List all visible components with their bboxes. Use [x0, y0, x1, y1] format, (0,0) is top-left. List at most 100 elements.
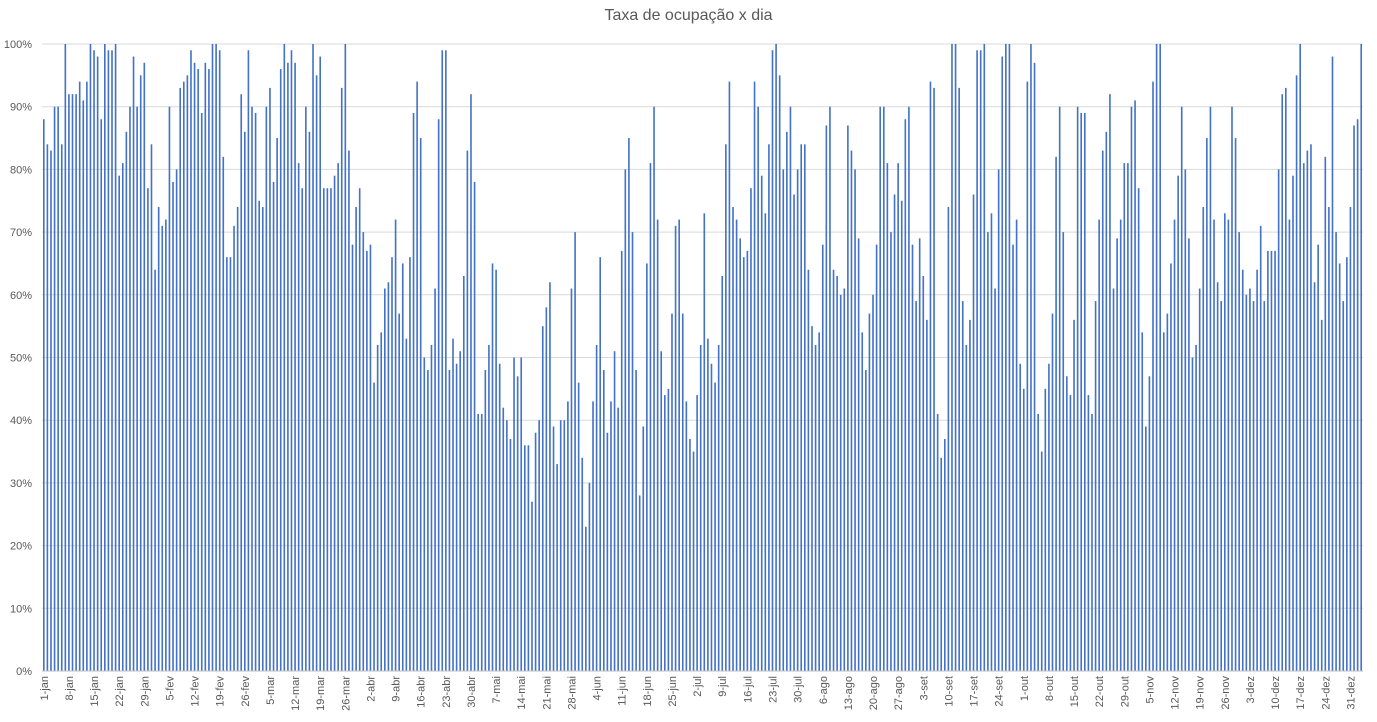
x-tick-label: 1-out: [1019, 676, 1031, 701]
bar: [1177, 175, 1179, 672]
bar: [954, 44, 957, 671]
x-tick-label: 20-ago: [868, 676, 880, 710]
bar: [355, 207, 357, 671]
bar: [452, 338, 454, 671]
bar: [947, 207, 950, 671]
bar: [258, 200, 260, 671]
bar: [473, 181, 476, 671]
bar: [721, 275, 724, 671]
bar: [509, 439, 512, 671]
x-tick-label: 25-jun: [667, 676, 679, 707]
bar: [93, 50, 95, 671]
bar: [617, 407, 619, 671]
bar: [1026, 81, 1029, 672]
bar: [904, 119, 907, 672]
bar: [585, 526, 587, 671]
bar: [1008, 44, 1011, 671]
bar: [595, 344, 598, 671]
x-tick-label: 5-mar: [265, 676, 277, 705]
bar: [854, 169, 856, 671]
bar: [987, 232, 989, 671]
bar: [208, 69, 210, 671]
bar: [843, 288, 846, 671]
bar: [775, 44, 777, 671]
bar: [908, 106, 910, 671]
bar: [847, 125, 849, 671]
bar: [172, 181, 174, 671]
bar: [50, 150, 52, 672]
bar: [520, 357, 523, 671]
bar: [150, 144, 153, 671]
bar: [244, 131, 246, 671]
bar: [890, 232, 892, 671]
bar: [455, 363, 458, 671]
bar: [581, 457, 584, 671]
bar: [703, 213, 706, 672]
bar: [315, 75, 318, 672]
bar: [366, 250, 368, 671]
bar: [997, 169, 1000, 671]
bar: [868, 313, 871, 671]
bar: [1005, 44, 1007, 671]
bar: [832, 269, 835, 671]
y-tick-label: 70%: [10, 227, 32, 239]
bar: [1256, 269, 1258, 671]
bar: [294, 62, 296, 672]
bar: [1155, 44, 1158, 671]
bar: [768, 144, 770, 671]
bar: [78, 81, 81, 672]
bar: [222, 156, 225, 672]
bar: [233, 225, 235, 671]
bar: [190, 50, 192, 671]
bar: [1105, 131, 1108, 671]
bar: [969, 319, 971, 671]
bar: [125, 131, 128, 671]
bar: [1058, 106, 1061, 671]
bar: [312, 44, 314, 671]
bar: [710, 363, 713, 671]
bar: [793, 194, 795, 672]
bar: [182, 81, 185, 672]
bar: [814, 344, 817, 671]
bar: [121, 163, 124, 671]
x-tick-label: 9-jul: [717, 676, 729, 697]
bar: [667, 388, 670, 671]
bar: [261, 207, 264, 671]
x-tick-label: 6-ago: [818, 676, 830, 704]
bar: [972, 194, 975, 672]
bar: [459, 351, 462, 671]
bar: [922, 275, 925, 671]
bar: [929, 81, 932, 672]
bar: [1281, 94, 1284, 671]
bar: [1317, 244, 1319, 671]
bar: [1263, 301, 1266, 671]
x-tick-label: 24-set: [994, 676, 1006, 707]
bar: [717, 344, 720, 671]
x-tick-label: 23-abr: [441, 676, 453, 708]
bar: [1170, 263, 1172, 671]
bar: [279, 69, 282, 671]
bar: [96, 56, 99, 672]
bar: [1141, 332, 1144, 671]
bar: [961, 301, 964, 671]
bar: [699, 344, 702, 671]
bar: [333, 175, 336, 672]
bars: [42, 44, 1363, 672]
bar: [893, 194, 896, 672]
bar: [1245, 294, 1248, 671]
bar: [1188, 238, 1190, 671]
x-tick-label: 2-abr: [365, 676, 377, 702]
bar: [1091, 413, 1093, 671]
x-tick-label: 11-jun: [617, 676, 629, 706]
bar: [1338, 263, 1341, 671]
bar: [1342, 301, 1345, 671]
bar: [387, 282, 390, 671]
bar: [782, 169, 785, 671]
bar: [638, 495, 641, 671]
bar: [764, 213, 767, 672]
bar: [527, 445, 530, 671]
bar: [1184, 169, 1187, 671]
x-tick-label: 15-out: [1069, 676, 1081, 707]
bar: [488, 344, 490, 671]
